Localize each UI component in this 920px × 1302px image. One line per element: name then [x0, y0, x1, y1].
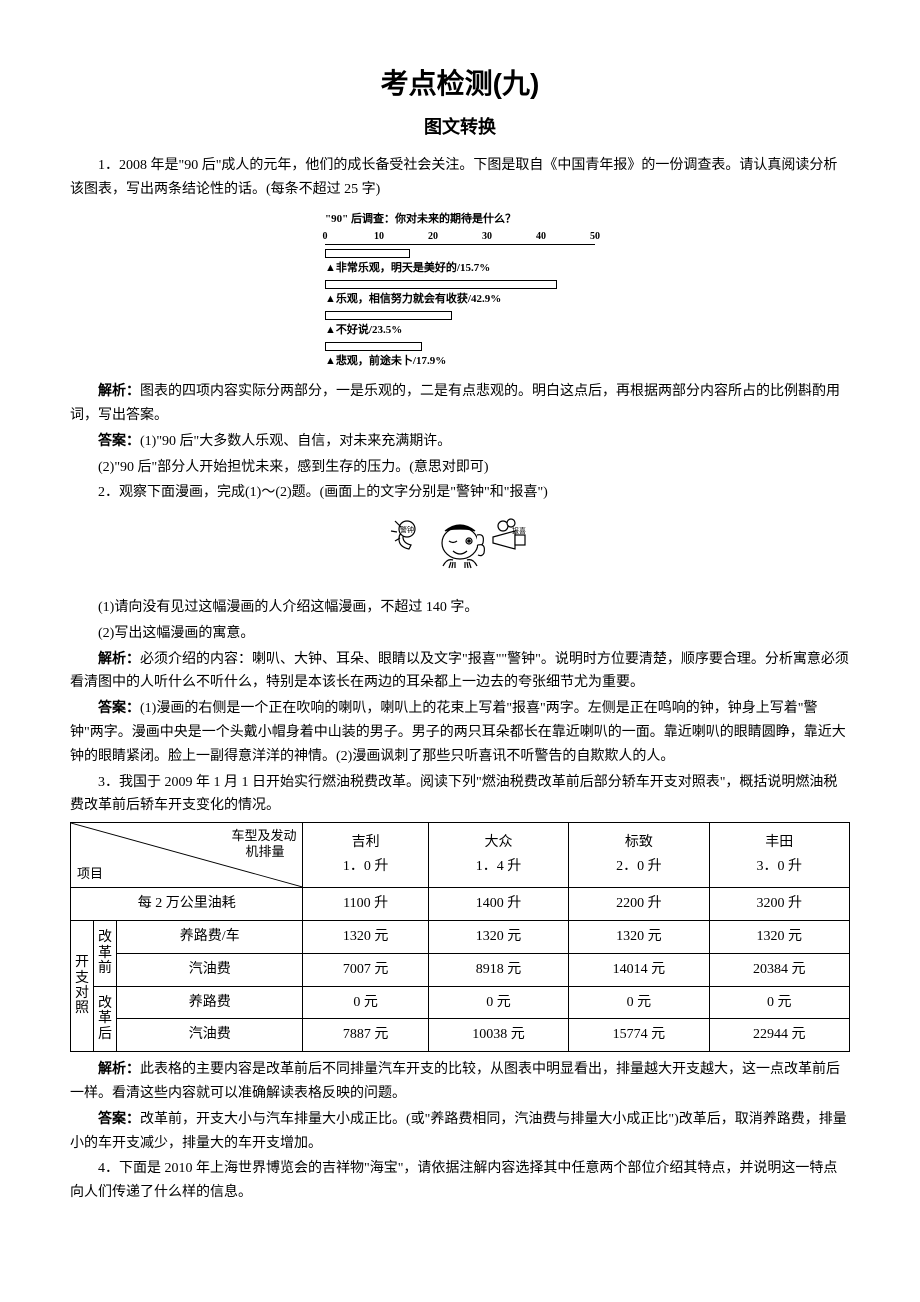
answer-label: 答案：	[98, 1112, 140, 1127]
cell: 0 元	[569, 986, 709, 1019]
diag-header: 车型及发动 机排量 项目	[71, 823, 303, 888]
cell: 7887 元	[303, 1019, 428, 1052]
q2-text: 2．观察下面漫画，完成(1)～(2)题。(画面上的文字分别是"警钟"和"报喜")	[70, 481, 850, 505]
q2-analysis-text: 必须介绍的内容：喇叭、大钟、耳朵、眼睛以及文字"报喜""警钟"。说明时方位要清楚…	[70, 652, 849, 691]
cell: 0 元	[709, 986, 849, 1019]
answer-label: 答案：	[98, 701, 140, 716]
chart-bar-label: ▲非常乐观，明天是美好的/15.7%	[325, 259, 595, 278]
chart-bar-label: ▲悲观，前途未卜/17.9%	[325, 352, 595, 371]
q1-answer2: (2)"90 后"部分人开始担忧未来，感到生存的压力。(意思对即可)	[70, 456, 850, 480]
chart-row: ▲不好说/23.5%	[325, 311, 595, 340]
cell: 20384 元	[709, 953, 849, 986]
q2-analysis: 解析：必须介绍的内容：喇叭、大钟、耳朵、眼睛以及文字"报喜""警钟"。说明时方位…	[70, 648, 850, 696]
page-title: 考点检测(九)	[70, 60, 850, 108]
after-label: 改革后	[94, 986, 117, 1052]
q1-answer1: 答案：(1)"90 后"大多数人乐观、自信，对未来充满期许。	[70, 430, 850, 454]
chart-bar	[325, 280, 557, 289]
q1-chart: "90" 后调查：你对未来的期待是什么？ 01020304050 ▲非常乐观，明…	[325, 210, 595, 370]
chart-bar	[325, 311, 452, 320]
q1-text: 1．2008 年是"90 后"成人的元年，他们的成长备受社会关注。下图是取自《中…	[70, 154, 850, 202]
chart-bar-label: ▲不好说/23.5%	[325, 321, 595, 340]
chart-row: ▲乐观，相信努力就会有收获/42.9%	[325, 280, 595, 309]
q2-answer-text: (1)漫画的右侧是一个正在吹响的喇叭，喇叭上的花束上写着"报喜"两字。左侧是正在…	[70, 701, 846, 764]
cell: 1320 元	[428, 920, 568, 953]
fuel-label: 每 2 万公里油耗	[71, 888, 303, 921]
chart-row: ▲悲观，前途未卜/17.9%	[325, 342, 595, 371]
chart-bar	[325, 249, 410, 258]
q2-answer: 答案：(1)漫画的右侧是一个正在吹响的喇叭，喇叭上的花束上写着"报喜"两字。左侧…	[70, 697, 850, 768]
q2-cartoon: 警钟 报喜	[70, 511, 850, 590]
cell: 1320 元	[709, 920, 849, 953]
before-label: 改革前	[94, 920, 117, 986]
q3-text: 3．我国于 2009 年 1 月 1 日开始实行燃油税费改革。阅读下列"燃油税费…	[70, 771, 850, 819]
analysis-label: 解析：	[98, 652, 140, 667]
row-label: 汽油费	[117, 953, 303, 986]
cell: 1400 升	[428, 888, 568, 921]
row-label: 汽油费	[117, 1019, 303, 1052]
analysis-label: 解析：	[98, 1062, 140, 1077]
q1-chart-title: "90" 后调查：你对未来的期待是什么？	[325, 210, 595, 229]
q3-analysis-text: 此表格的主要内容是改革前后不同排量汽车开支的比较，从图表中明显看出，排量越大开支…	[70, 1062, 840, 1101]
cell: 1320 元	[303, 920, 428, 953]
q1-analysis: 解析：图表的四项内容实际分两部分，一是乐观的，二是有点悲观的。明白这点后，再根据…	[70, 380, 850, 428]
analysis-label: 解析：	[98, 384, 140, 399]
q1-answer1-text: (1)"90 后"大多数人乐观、自信，对未来充满期许。	[140, 434, 451, 449]
q3-answer-text: 改革前，开支大小与汽车排量大小成正比。(或"养路费相同，汽油费与排量大小成正比"…	[70, 1112, 847, 1151]
brand-2: 标致2．0 升	[569, 823, 709, 888]
cell: 0 元	[428, 986, 568, 1019]
q3-answer: 答案：改革前，开支大小与汽车排量大小成正比。(或"养路费相同，汽油费与排量大小成…	[70, 1108, 850, 1156]
cell: 8918 元	[428, 953, 568, 986]
q4-text: 4．下面是 2010 年上海世界博览会的吉祥物"海宝"，请依据注解内容选择其中任…	[70, 1157, 850, 1205]
brand-0: 吉利1．0 升	[303, 823, 428, 888]
q1-analysis-text: 图表的四项内容实际分两部分，一是乐观的，二是有点悲观的。明白这点后，再根据两部分…	[70, 384, 840, 423]
brand-1: 大众1．4 升	[428, 823, 568, 888]
cell: 1100 升	[303, 888, 428, 921]
cell: 1320 元	[569, 920, 709, 953]
row-label: 养路费/车	[117, 920, 303, 953]
answer-label: 答案：	[98, 434, 140, 449]
cell: 10038 元	[428, 1019, 568, 1052]
bell-label: 警钟	[400, 525, 414, 534]
group-label: 开支对照	[71, 920, 94, 1051]
chart-row: ▲非常乐观，明天是美好的/15.7%	[325, 249, 595, 278]
q2-sub2: (2)写出这幅漫画的寓意。	[70, 622, 850, 646]
cell: 15774 元	[569, 1019, 709, 1052]
cell: 7007 元	[303, 953, 428, 986]
cell: 14014 元	[569, 953, 709, 986]
cell: 22944 元	[709, 1019, 849, 1052]
q3-analysis: 解析：此表格的主要内容是改革前后不同排量汽车开支的比较，从图表中明显看出，排量越…	[70, 1058, 850, 1106]
chart-bar	[325, 342, 422, 351]
cell: 3200 升	[709, 888, 849, 921]
q1-chart-axis: 01020304050	[325, 230, 595, 245]
cell: 2200 升	[569, 888, 709, 921]
horn-label: 报喜	[512, 526, 526, 535]
chart-bar-label: ▲乐观，相信努力就会有收获/42.9%	[325, 290, 595, 309]
q3-table: 车型及发动 机排量 项目 吉利1．0 升 大众1．4 升 标致2．0 升 丰田3…	[70, 822, 850, 1052]
page-subtitle: 图文转换	[70, 112, 850, 143]
brand-3: 丰田3．0 升	[709, 823, 849, 888]
cell: 0 元	[303, 986, 428, 1019]
row-label: 养路费	[117, 986, 303, 1019]
q2-sub1: (1)请向没有见过这幅漫画的人介绍这幅漫画，不超过 140 字。	[70, 596, 850, 620]
